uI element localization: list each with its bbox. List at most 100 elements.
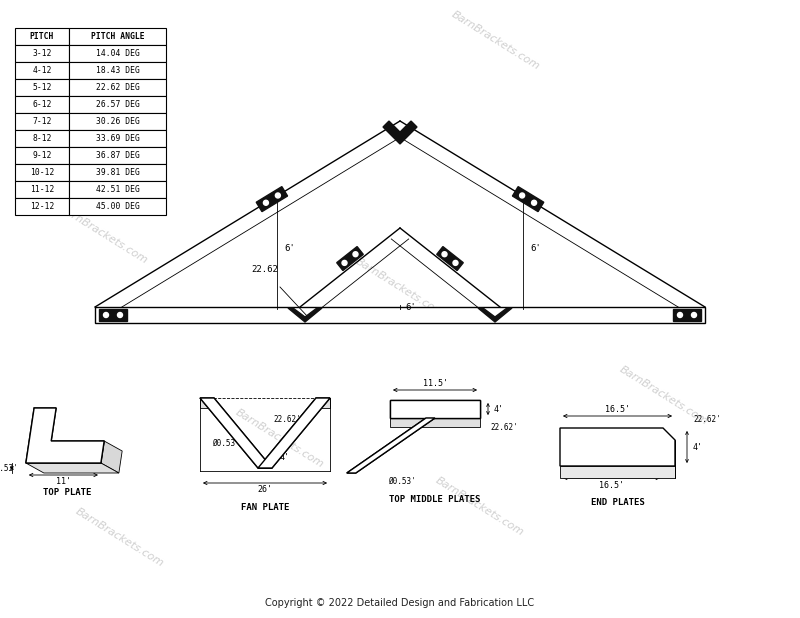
Text: 7-12: 7-12 xyxy=(32,117,52,126)
Text: FAN PLATE: FAN PLATE xyxy=(241,503,289,512)
Polygon shape xyxy=(26,408,104,463)
Text: 22.62': 22.62' xyxy=(490,423,518,433)
Bar xyxy=(69,62,166,79)
Text: PITCH: PITCH xyxy=(30,32,54,41)
Polygon shape xyxy=(390,400,480,418)
Text: 4': 4' xyxy=(693,442,703,452)
Text: Ø0.53': Ø0.53' xyxy=(0,464,18,473)
Bar xyxy=(69,96,166,113)
Text: 16.5': 16.5' xyxy=(605,405,630,413)
Bar xyxy=(15,181,69,198)
Polygon shape xyxy=(347,418,435,473)
Text: 22.62': 22.62' xyxy=(273,415,301,423)
Bar xyxy=(69,130,166,147)
Bar xyxy=(69,113,166,130)
Text: 9-12: 9-12 xyxy=(32,151,52,160)
Polygon shape xyxy=(383,121,417,144)
Circle shape xyxy=(520,193,525,198)
Bar xyxy=(69,198,166,215)
Text: 33.69 DEG: 33.69 DEG xyxy=(95,134,139,143)
Text: 6': 6' xyxy=(530,243,541,253)
Text: 14.04 DEG: 14.04 DEG xyxy=(95,49,139,58)
Polygon shape xyxy=(560,428,675,466)
Text: 18.43 DEG: 18.43 DEG xyxy=(95,66,139,75)
Circle shape xyxy=(103,313,109,318)
Text: 16.5': 16.5' xyxy=(599,481,624,489)
Text: PITCH ANGLE: PITCH ANGLE xyxy=(90,32,144,41)
Circle shape xyxy=(442,252,447,256)
Polygon shape xyxy=(390,400,480,418)
Bar xyxy=(95,307,705,323)
Text: 42.51 DEG: 42.51 DEG xyxy=(95,185,139,194)
Circle shape xyxy=(342,260,347,265)
Bar xyxy=(69,28,166,45)
Text: Copyright © 2022 Detailed Design and Fabrication LLC: Copyright © 2022 Detailed Design and Fab… xyxy=(266,598,534,608)
Polygon shape xyxy=(200,398,272,468)
Text: 12-12: 12-12 xyxy=(30,202,54,211)
Polygon shape xyxy=(26,463,119,473)
Polygon shape xyxy=(256,187,287,211)
Polygon shape xyxy=(101,441,122,473)
Circle shape xyxy=(453,260,458,265)
Bar xyxy=(69,164,166,181)
Text: 30.26 DEG: 30.26 DEG xyxy=(95,117,139,126)
Text: 11.5': 11.5' xyxy=(422,378,447,387)
Polygon shape xyxy=(258,398,330,468)
Polygon shape xyxy=(99,309,127,321)
Text: 6': 6' xyxy=(284,243,294,253)
Polygon shape xyxy=(390,418,480,427)
Polygon shape xyxy=(258,398,330,468)
Text: 6-12: 6-12 xyxy=(32,100,52,109)
Text: 4-12: 4-12 xyxy=(32,66,52,75)
Polygon shape xyxy=(673,309,701,321)
Text: 4': 4' xyxy=(494,405,504,413)
Polygon shape xyxy=(337,247,363,271)
Bar xyxy=(15,164,69,181)
Polygon shape xyxy=(288,308,322,322)
Text: 26.57 DEG: 26.57 DEG xyxy=(95,100,139,109)
Circle shape xyxy=(531,200,537,205)
Circle shape xyxy=(678,313,682,318)
Text: BarnBrackets.com: BarnBrackets.com xyxy=(58,203,150,266)
Circle shape xyxy=(353,252,358,256)
Text: 6': 6' xyxy=(405,302,416,311)
Polygon shape xyxy=(26,408,104,463)
Bar xyxy=(15,79,69,96)
Polygon shape xyxy=(347,418,435,473)
Text: 5-12: 5-12 xyxy=(32,83,52,92)
Text: BarnBrackets.com: BarnBrackets.com xyxy=(234,407,326,470)
Bar xyxy=(15,147,69,164)
Bar xyxy=(15,45,69,62)
Circle shape xyxy=(118,313,122,318)
Text: 36.87 DEG: 36.87 DEG xyxy=(95,151,139,160)
Text: 22.62 DEG: 22.62 DEG xyxy=(95,83,139,92)
Polygon shape xyxy=(560,466,675,478)
Text: 11-12: 11-12 xyxy=(30,185,54,194)
Text: BarnBrackets.com: BarnBrackets.com xyxy=(434,475,526,538)
Text: 10-12: 10-12 xyxy=(30,168,54,177)
Text: 8-12: 8-12 xyxy=(32,134,52,143)
Bar xyxy=(15,113,69,130)
Bar xyxy=(69,181,166,198)
Text: 26': 26' xyxy=(258,486,273,494)
Bar xyxy=(15,96,69,113)
Text: 22.62: 22.62 xyxy=(251,265,278,274)
Text: 11': 11' xyxy=(56,476,71,486)
Circle shape xyxy=(275,193,280,198)
Polygon shape xyxy=(316,398,330,408)
Polygon shape xyxy=(437,247,463,271)
Text: BarnBrackets.com: BarnBrackets.com xyxy=(450,9,542,72)
Polygon shape xyxy=(200,398,272,468)
Bar xyxy=(15,198,69,215)
Text: 39.81 DEG: 39.81 DEG xyxy=(95,168,139,177)
Bar xyxy=(69,79,166,96)
Text: BarnBrackets.com: BarnBrackets.com xyxy=(618,364,710,427)
Polygon shape xyxy=(200,398,214,408)
Text: 4': 4' xyxy=(280,453,290,462)
Bar xyxy=(69,45,166,62)
Text: BarnBrackets.com: BarnBrackets.com xyxy=(354,256,446,319)
Polygon shape xyxy=(513,187,544,211)
Text: 22.62': 22.62' xyxy=(693,415,721,425)
Text: 3-12: 3-12 xyxy=(32,49,52,58)
Bar xyxy=(15,62,69,79)
